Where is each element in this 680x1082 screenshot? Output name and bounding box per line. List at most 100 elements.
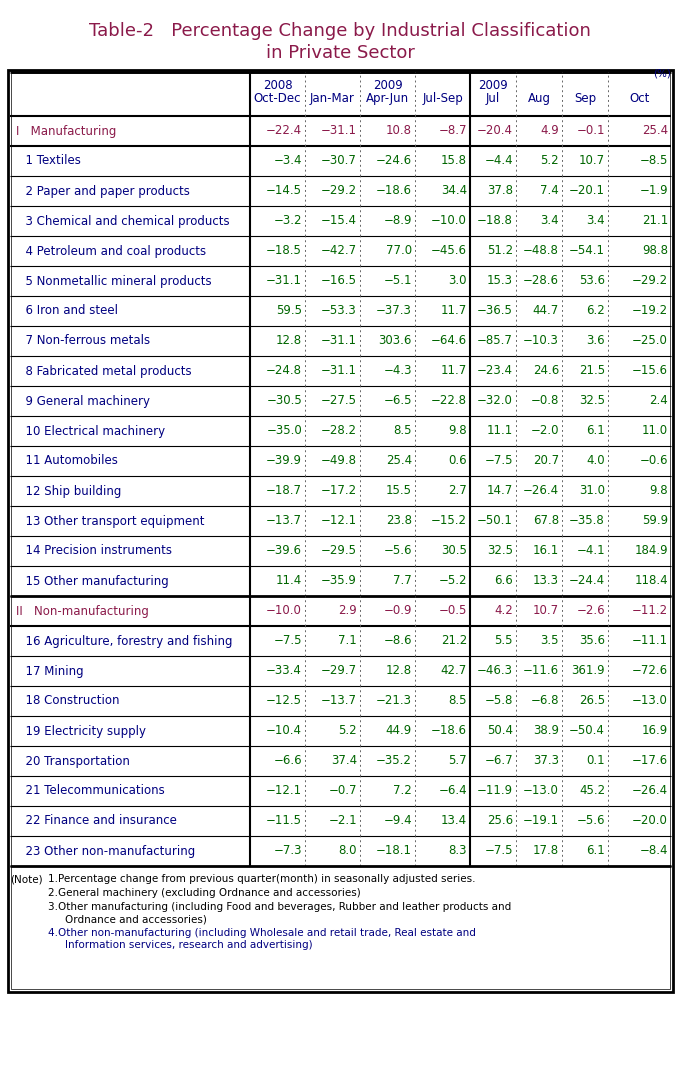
Text: 5.2: 5.2 (541, 155, 559, 168)
Text: 9.8: 9.8 (448, 424, 467, 437)
Text: −35.8: −35.8 (569, 515, 605, 528)
Text: −12.5: −12.5 (266, 695, 302, 708)
Text: −13.0: −13.0 (632, 695, 668, 708)
Text: −6.8: −6.8 (530, 695, 559, 708)
Text: 59.5: 59.5 (276, 304, 302, 317)
Text: −0.5: −0.5 (439, 605, 467, 618)
Text: 8.5: 8.5 (449, 695, 467, 708)
Text: −18.8: −18.8 (477, 214, 513, 227)
Text: 25.6: 25.6 (487, 815, 513, 828)
Text: −17.6: −17.6 (632, 754, 668, 767)
Text: 2 Paper and paper products: 2 Paper and paper products (18, 185, 190, 198)
Text: −18.7: −18.7 (266, 485, 302, 498)
Text: −9.4: −9.4 (384, 815, 412, 828)
Text: 23 Other non-manufacturing: 23 Other non-manufacturing (18, 844, 195, 858)
Text: 6 Iron and steel: 6 Iron and steel (18, 304, 118, 317)
Text: −7.5: −7.5 (484, 844, 513, 858)
Text: −10.0: −10.0 (431, 214, 467, 227)
Text: −23.4: −23.4 (477, 365, 513, 378)
Text: −24.6: −24.6 (376, 155, 412, 168)
Text: −10.0: −10.0 (266, 605, 302, 618)
Text: −2.1: −2.1 (328, 815, 357, 828)
Text: 32.5: 32.5 (579, 395, 605, 408)
Text: 2.4: 2.4 (649, 395, 668, 408)
Text: 16.9: 16.9 (642, 725, 668, 738)
Text: 17.8: 17.8 (533, 844, 559, 858)
Text: −4.1: −4.1 (577, 544, 605, 557)
Text: 3.5: 3.5 (541, 634, 559, 647)
Text: 7.2: 7.2 (393, 784, 412, 797)
Text: 21.5: 21.5 (579, 365, 605, 378)
Text: −64.6: −64.6 (431, 334, 467, 347)
Text: 5.2: 5.2 (339, 725, 357, 738)
Text: −26.4: −26.4 (632, 784, 668, 797)
Text: 184.9: 184.9 (634, 544, 668, 557)
Text: −29.2: −29.2 (632, 275, 668, 288)
Text: 32.5: 32.5 (487, 544, 513, 557)
Text: −29.7: −29.7 (321, 664, 357, 677)
Text: Sep: Sep (574, 92, 596, 105)
Text: 18 Construction: 18 Construction (18, 695, 120, 708)
Text: −5.2: −5.2 (439, 575, 467, 588)
Text: 15 Other manufacturing: 15 Other manufacturing (18, 575, 169, 588)
Text: Table-2   Percentage Change by Industrial Classification: Table-2 Percentage Change by Industrial … (89, 22, 591, 40)
Text: 4.2: 4.2 (494, 605, 513, 618)
Text: −8.5: −8.5 (640, 155, 668, 168)
Text: 6.1: 6.1 (586, 844, 605, 858)
Text: −30.7: −30.7 (321, 155, 357, 168)
Text: 42.7: 42.7 (441, 664, 467, 677)
Text: 34.4: 34.4 (441, 185, 467, 198)
Text: −1.9: −1.9 (639, 185, 668, 198)
Text: −28.6: −28.6 (523, 275, 559, 288)
Text: −18.6: −18.6 (431, 725, 467, 738)
Text: (%): (%) (653, 69, 671, 79)
Text: 2009: 2009 (478, 79, 508, 92)
Text: −3.4: −3.4 (273, 155, 302, 168)
Text: −6.6: −6.6 (273, 754, 302, 767)
Text: 30.5: 30.5 (441, 544, 467, 557)
Text: 20 Transportation: 20 Transportation (18, 754, 130, 767)
Text: 2008: 2008 (262, 79, 292, 92)
Text: II   Non-manufacturing: II Non-manufacturing (16, 605, 149, 618)
Text: −18.5: −18.5 (266, 245, 302, 258)
Text: −19.2: −19.2 (632, 304, 668, 317)
Text: 24.6: 24.6 (532, 365, 559, 378)
Text: 12 Ship building: 12 Ship building (18, 485, 121, 498)
Text: −35.0: −35.0 (267, 424, 302, 437)
Text: 8.5: 8.5 (394, 424, 412, 437)
Text: −24.8: −24.8 (266, 365, 302, 378)
Text: −11.6: −11.6 (523, 664, 559, 677)
Text: 51.2: 51.2 (487, 245, 513, 258)
Text: −15.2: −15.2 (431, 515, 467, 528)
Text: −7.5: −7.5 (484, 454, 513, 467)
Text: −22.8: −22.8 (431, 395, 467, 408)
Text: 2.General machinery (excluding Ordnance and accessories): 2.General machinery (excluding Ordnance … (48, 888, 361, 898)
Text: −2.6: −2.6 (577, 605, 605, 618)
Text: 15.5: 15.5 (386, 485, 412, 498)
Text: −7.3: −7.3 (273, 844, 302, 858)
Text: 1 Textiles: 1 Textiles (18, 155, 81, 168)
Text: −17.2: −17.2 (321, 485, 357, 498)
Text: −7.5: −7.5 (273, 634, 302, 647)
Text: −5.8: −5.8 (485, 695, 513, 708)
Text: 15.3: 15.3 (487, 275, 513, 288)
Text: Jul-Sep: Jul-Sep (422, 92, 463, 105)
Text: 8.3: 8.3 (449, 844, 467, 858)
Text: −0.1: −0.1 (577, 124, 605, 137)
Text: 13 Other transport equipment: 13 Other transport equipment (18, 515, 205, 528)
Text: 10.7: 10.7 (533, 605, 559, 618)
Text: 10.8: 10.8 (386, 124, 412, 137)
Text: (Note): (Note) (10, 874, 43, 884)
Text: −15.6: −15.6 (632, 365, 668, 378)
Text: −12.1: −12.1 (266, 784, 302, 797)
Text: −72.6: −72.6 (632, 664, 668, 677)
Text: Aug: Aug (528, 92, 551, 105)
Text: Jul: Jul (486, 92, 500, 105)
Text: Apr-Jun: Apr-Jun (366, 92, 409, 105)
Text: 37.4: 37.4 (331, 754, 357, 767)
Text: 2.9: 2.9 (338, 605, 357, 618)
Text: Jan-Mar: Jan-Mar (310, 92, 355, 105)
Text: 21.2: 21.2 (441, 634, 467, 647)
Text: −31.1: −31.1 (321, 334, 357, 347)
Text: 17 Mining: 17 Mining (18, 664, 84, 677)
